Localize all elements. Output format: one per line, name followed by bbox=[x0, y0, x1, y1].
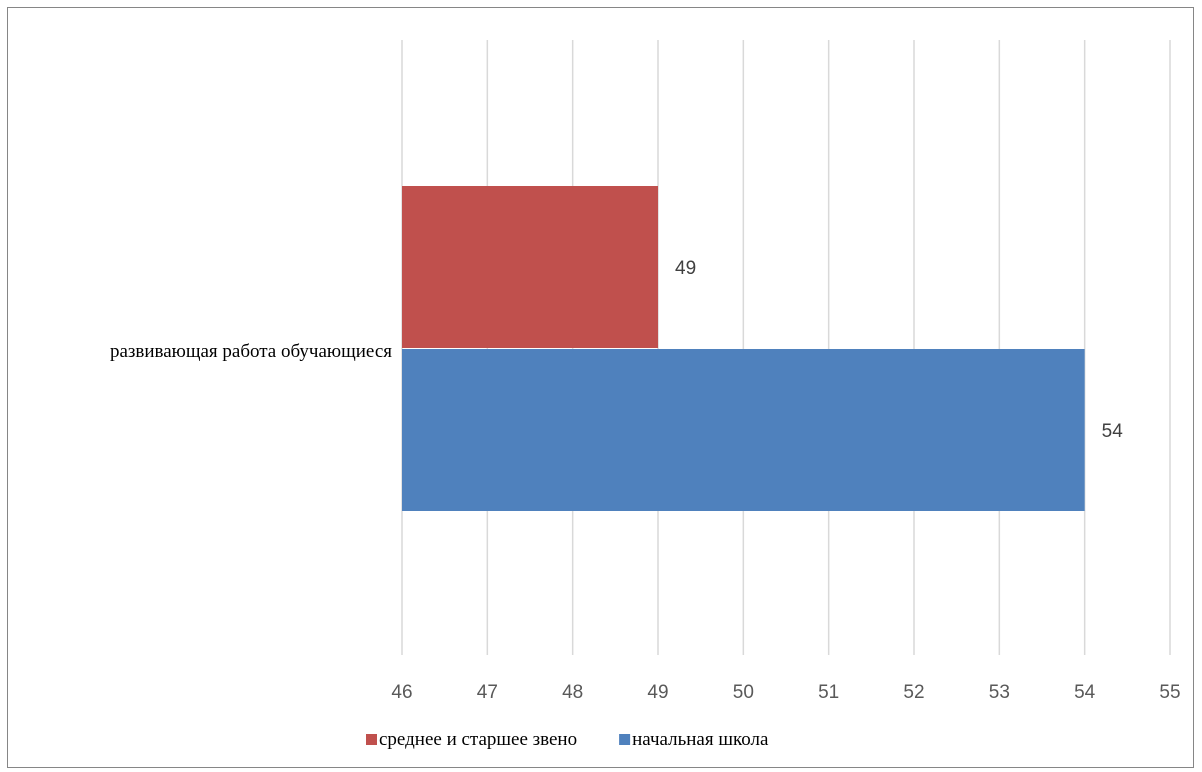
legend-label: среднее и старшее звено bbox=[379, 729, 577, 750]
x-tick-label: 48 bbox=[562, 682, 583, 703]
x-tick-label: 53 bbox=[989, 682, 1010, 703]
bar bbox=[402, 186, 658, 348]
legend-swatch bbox=[619, 734, 631, 745]
data-label: 54 bbox=[1102, 421, 1124, 442]
x-tick-label: 50 bbox=[733, 682, 754, 703]
x-tick-label: 46 bbox=[391, 682, 412, 703]
legend-swatch bbox=[366, 734, 377, 745]
x-tick-label: 55 bbox=[1159, 682, 1180, 703]
x-tick-label: 47 bbox=[477, 682, 498, 703]
category-label: развивающая работа обучающиеся bbox=[110, 341, 392, 362]
x-tick-label: 49 bbox=[647, 682, 668, 703]
x-tick-label: 54 bbox=[1074, 682, 1096, 703]
bar bbox=[402, 349, 1085, 511]
legend-label: начальная школа bbox=[632, 729, 769, 750]
data-label: 49 bbox=[675, 258, 696, 279]
x-tick-label: 51 bbox=[818, 682, 839, 703]
x-tick-label: 52 bbox=[903, 682, 924, 703]
